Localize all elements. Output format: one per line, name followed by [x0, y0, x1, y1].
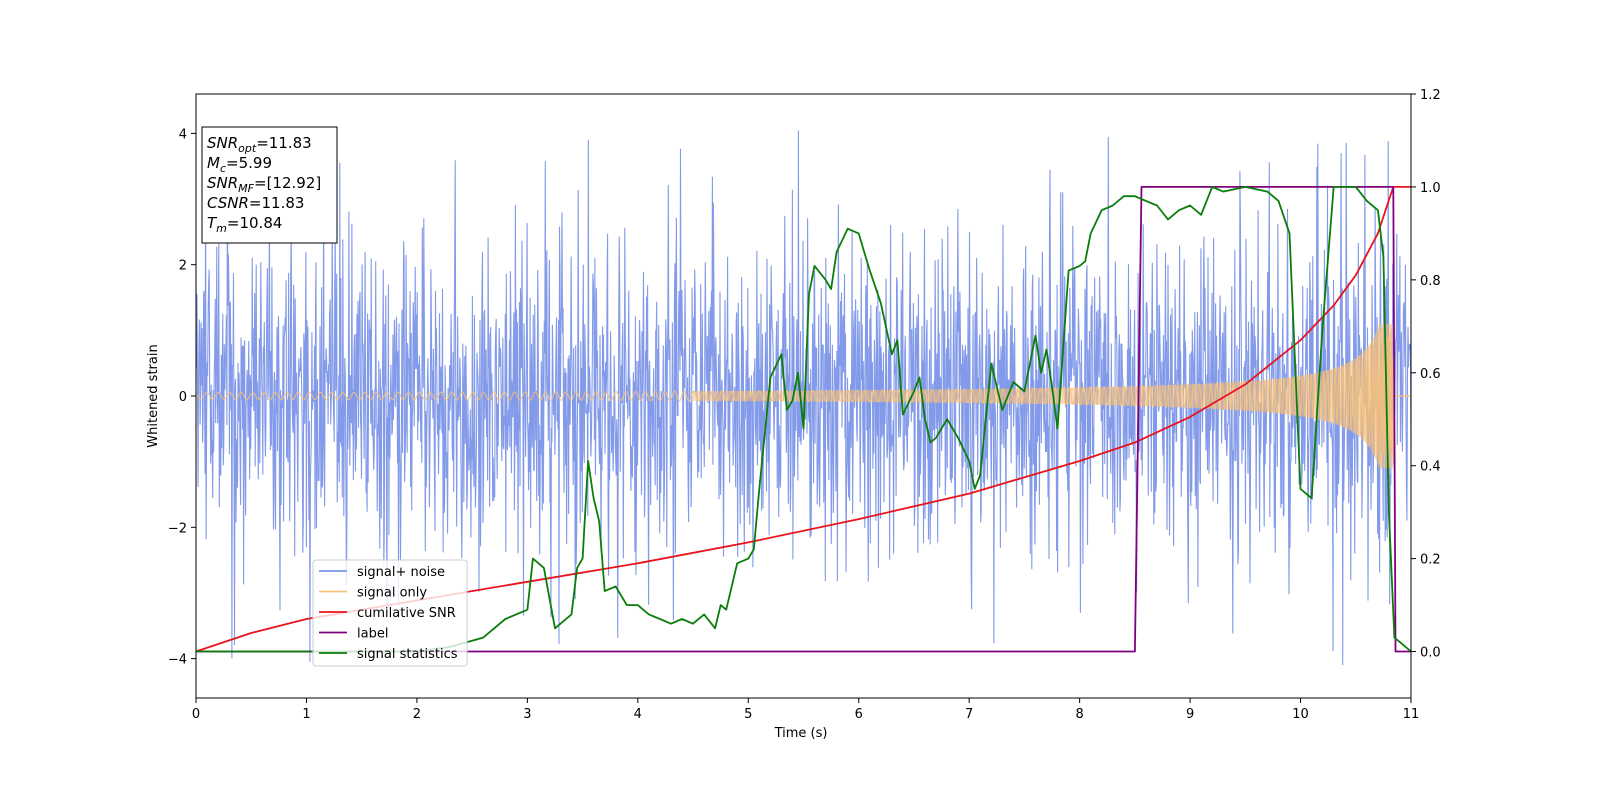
legend: signal+ noise signal only cumilative SNR la… [312, 559, 468, 667]
y-tick-label: −4 [168, 653, 187, 668]
x-tick-label: 10 [1292, 707, 1309, 722]
x-tick-label: 2 [413, 707, 421, 722]
y-tick-label: 2 [179, 259, 187, 274]
annotation-line: Tm=10.84 [207, 214, 282, 235]
annotation-line: SNRMF=[12.92] [207, 174, 321, 195]
legend-label: signal only [357, 586, 427, 601]
y2-tick-label: 0.6 [1420, 367, 1441, 382]
signal-only-envelope [693, 323, 1394, 469]
x-tick-label: 1 [302, 707, 310, 722]
x-tick-label: 3 [523, 707, 531, 722]
y2-tick-label: 0.4 [1420, 460, 1441, 475]
y-tick-label: 0 [179, 390, 187, 405]
x-tick-label: 7 [965, 707, 973, 722]
x-tick-label: 0 [192, 707, 200, 722]
y2-tick-label: 0.2 [1420, 553, 1441, 568]
annotation-box: SNRopt=11.83Mc=5.99SNRMF=[12.92]CSNR=11.… [201, 126, 338, 244]
annotation-frame [201, 126, 338, 244]
x-tick-label: 8 [1075, 707, 1083, 722]
signal-statistics-line [196, 186, 1411, 653]
x-tick-label: 4 [634, 707, 642, 722]
annotation-line: Mc=5.99 [207, 154, 272, 175]
y2-tick-label: 0.8 [1420, 274, 1441, 289]
label-line [196, 186, 1411, 653]
y-tick-label: 4 [179, 127, 187, 142]
legend-label: cumilative SNR [357, 606, 456, 621]
y2-tick-label: 0.0 [1420, 646, 1441, 661]
x-tick-label: 6 [855, 707, 863, 722]
legend-label: signal statistics [357, 647, 458, 662]
y-axis-label: Whitened strain [146, 344, 161, 447]
annotation-line: CSNR=11.83 [207, 194, 304, 212]
y2-tick-label: 1.2 [1420, 88, 1441, 103]
legend-frame [312, 559, 468, 667]
legend-label: signal+ noise [357, 565, 445, 580]
x-axis-label: Time (s) [774, 726, 828, 741]
y2-axis-ticks: 0.0 0.2 0.4 0.6 0.8 1.0 1.2 [1411, 88, 1441, 661]
x-axis-ticks: 0 1 2 3 4 5 6 7 8 9 10 11 [192, 698, 1419, 722]
x-tick-label: 11 [1403, 707, 1420, 722]
legend-label: label [357, 627, 388, 642]
x-tick-label: 5 [744, 707, 752, 722]
y-tick-label: −2 [168, 521, 187, 536]
y2-tick-label: 1.0 [1420, 181, 1441, 196]
y-axis-ticks: −4 −2 0 2 4 [168, 127, 196, 668]
annotation-line: SNRopt=11.83 [207, 134, 312, 155]
x-tick-label: 9 [1186, 707, 1194, 722]
